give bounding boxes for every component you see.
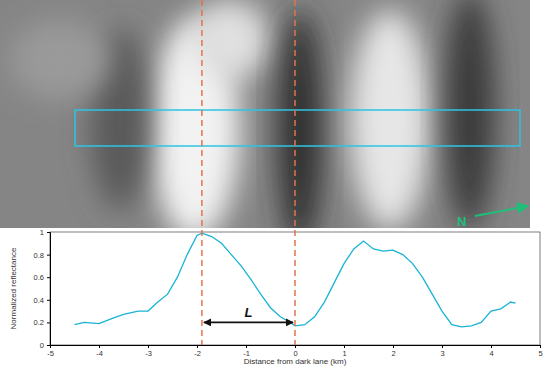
profile-box <box>75 110 520 146</box>
span-arrow <box>204 322 293 324</box>
x-tick-label: 2 <box>391 349 395 358</box>
y-tick-mark <box>47 322 50 323</box>
y-tick-label: 1 <box>40 228 44 237</box>
x-tick: -2 <box>194 345 201 358</box>
reference-line <box>201 0 203 345</box>
image-band <box>10 20 110 100</box>
y-tick-label: 0.4 <box>34 296 44 305</box>
x-tick-mark <box>491 345 492 348</box>
y-tick-mark <box>47 277 50 278</box>
x-axis-line <box>51 346 541 349</box>
x-tick-mark <box>540 345 541 348</box>
x-tick: -3 <box>145 345 152 358</box>
x-tick-mark <box>442 345 443 348</box>
y-axis-title: Normalized reflectance <box>9 247 18 329</box>
y-axis-line <box>47 233 51 346</box>
x-tick-label: 4 <box>489 349 493 358</box>
reference-line <box>294 0 296 345</box>
y-tick: 0.4 <box>34 296 50 305</box>
y-tick-label: 0.8 <box>34 251 44 260</box>
y-tick-mark <box>47 300 50 301</box>
x-tick-mark <box>344 345 345 348</box>
image-band <box>350 10 430 228</box>
x-tick-mark <box>99 345 100 348</box>
y-tick-label: 0 <box>40 341 44 350</box>
surface-image <box>0 0 530 228</box>
north-label: N <box>457 214 466 229</box>
image-band <box>278 10 322 228</box>
x-tick-label: -4 <box>96 349 103 358</box>
x-tick-label: 5 <box>538 349 542 358</box>
y-tick: 0.8 <box>34 251 50 260</box>
y-tick: 0.6 <box>34 273 50 282</box>
x-tick: -4 <box>96 345 103 358</box>
x-tick: 3 <box>440 345 444 358</box>
x-tick-label: 3 <box>440 349 444 358</box>
image-band <box>445 0 495 228</box>
x-tick-mark <box>295 345 296 348</box>
x-tick-mark <box>393 345 394 348</box>
x-tick-mark <box>148 345 149 348</box>
x-tick-label: -3 <box>145 349 152 358</box>
y-tick-label: 0.6 <box>34 273 44 282</box>
y-tick-mark <box>47 345 50 346</box>
y-tick-mark <box>47 255 50 256</box>
y-tick: 0 <box>40 341 50 350</box>
y-tick: 0.2 <box>34 318 50 327</box>
x-tick: -5 <box>47 345 54 358</box>
x-tick: 4 <box>489 345 493 358</box>
y-tick-mark <box>47 232 50 233</box>
north-arrow <box>475 206 528 216</box>
x-tick-label: -5 <box>47 349 54 358</box>
x-tick-label: -2 <box>194 349 201 358</box>
plot-frame <box>50 232 540 345</box>
y-tick: 1 <box>40 228 50 237</box>
x-tick-mark <box>246 345 247 348</box>
span-label: L <box>244 305 252 320</box>
x-tick: 2 <box>391 345 395 358</box>
y-axis: 0 0.2 0.4 0.6 0.8 1 <box>34 228 51 350</box>
x-tick-mark <box>197 345 198 348</box>
figure: N-5-4-3-2-101234500.20.40.60.81Distance … <box>0 0 544 368</box>
x-tick: 5 <box>538 345 542 358</box>
y-tick-label: 0.2 <box>34 318 44 327</box>
x-axis-title: Distance from dark lane (km) <box>244 357 347 366</box>
